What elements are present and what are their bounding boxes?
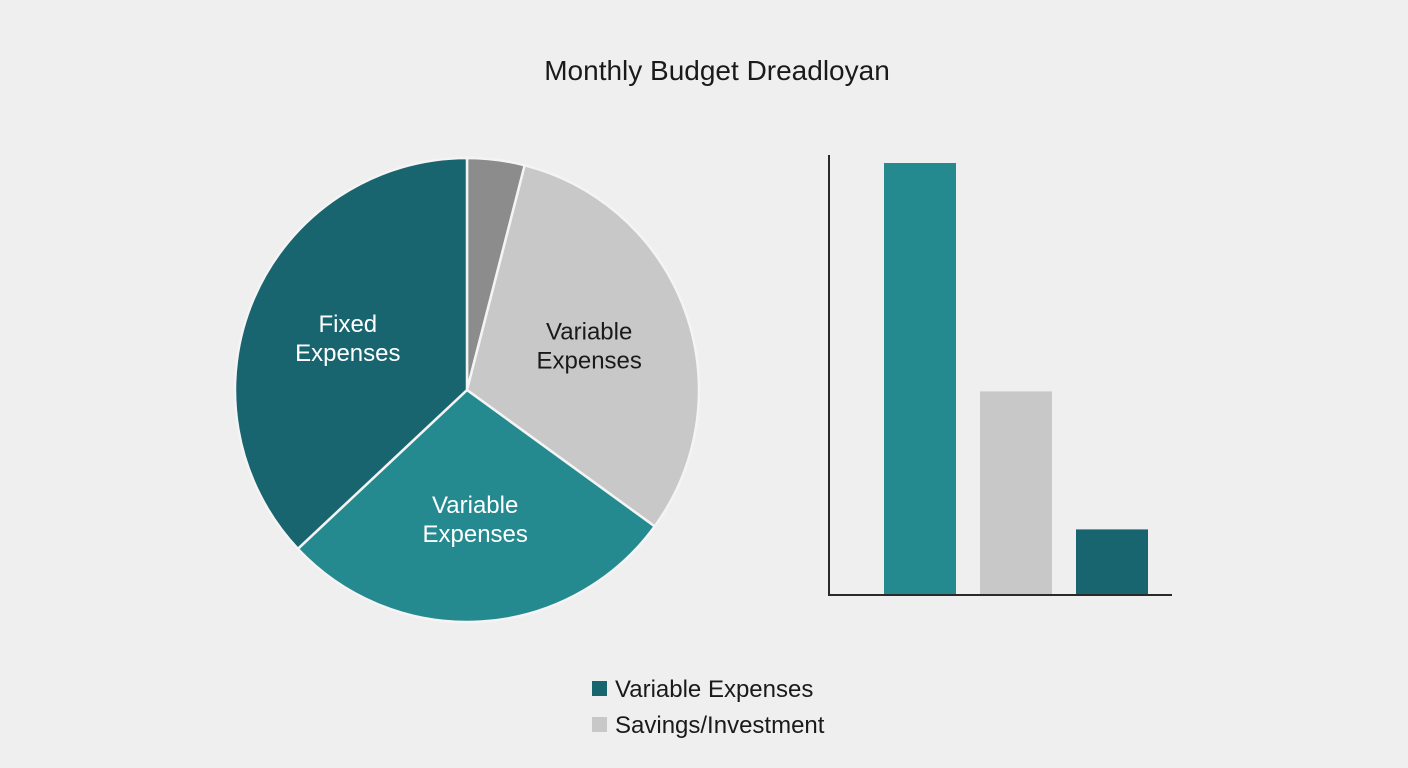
chart-title: Monthly Budget Dreadloyan <box>544 55 890 86</box>
legend-swatch <box>592 717 607 732</box>
bar-chart <box>828 155 1172 596</box>
pie-chart: Variable Expenses Variable Expenses Fixed Exp… <box>233 156 701 624</box>
pie-slice-variable-expenses-1 <box>465 164 701 528</box>
pie-label-variable-expenses-2: Variable Expenses <box>422 492 527 548</box>
legend-item-variable-expenses: Variable Expenses <box>592 676 813 703</box>
bar-2 <box>980 391 1052 594</box>
legend-label: Variable Expenses <box>615 676 813 703</box>
pie-label-variable-expenses-1: Variable Expenses <box>536 319 641 375</box>
legend-item-savings-investment: Savings/Investment <box>592 712 825 739</box>
bar-1 <box>884 163 956 594</box>
legend-label: Savings/Investment <box>615 712 825 739</box>
pie-slice-fixed-expenses-3 <box>233 156 469 551</box>
legend-swatch <box>592 681 607 696</box>
legend: Variable Expenses Savings/Investment <box>592 676 825 739</box>
bar-3 <box>1076 529 1148 594</box>
pie-label-fixed-expenses-3: Fixed Expenses <box>295 311 400 367</box>
pie-slice-variable-expenses-2 <box>296 388 656 624</box>
